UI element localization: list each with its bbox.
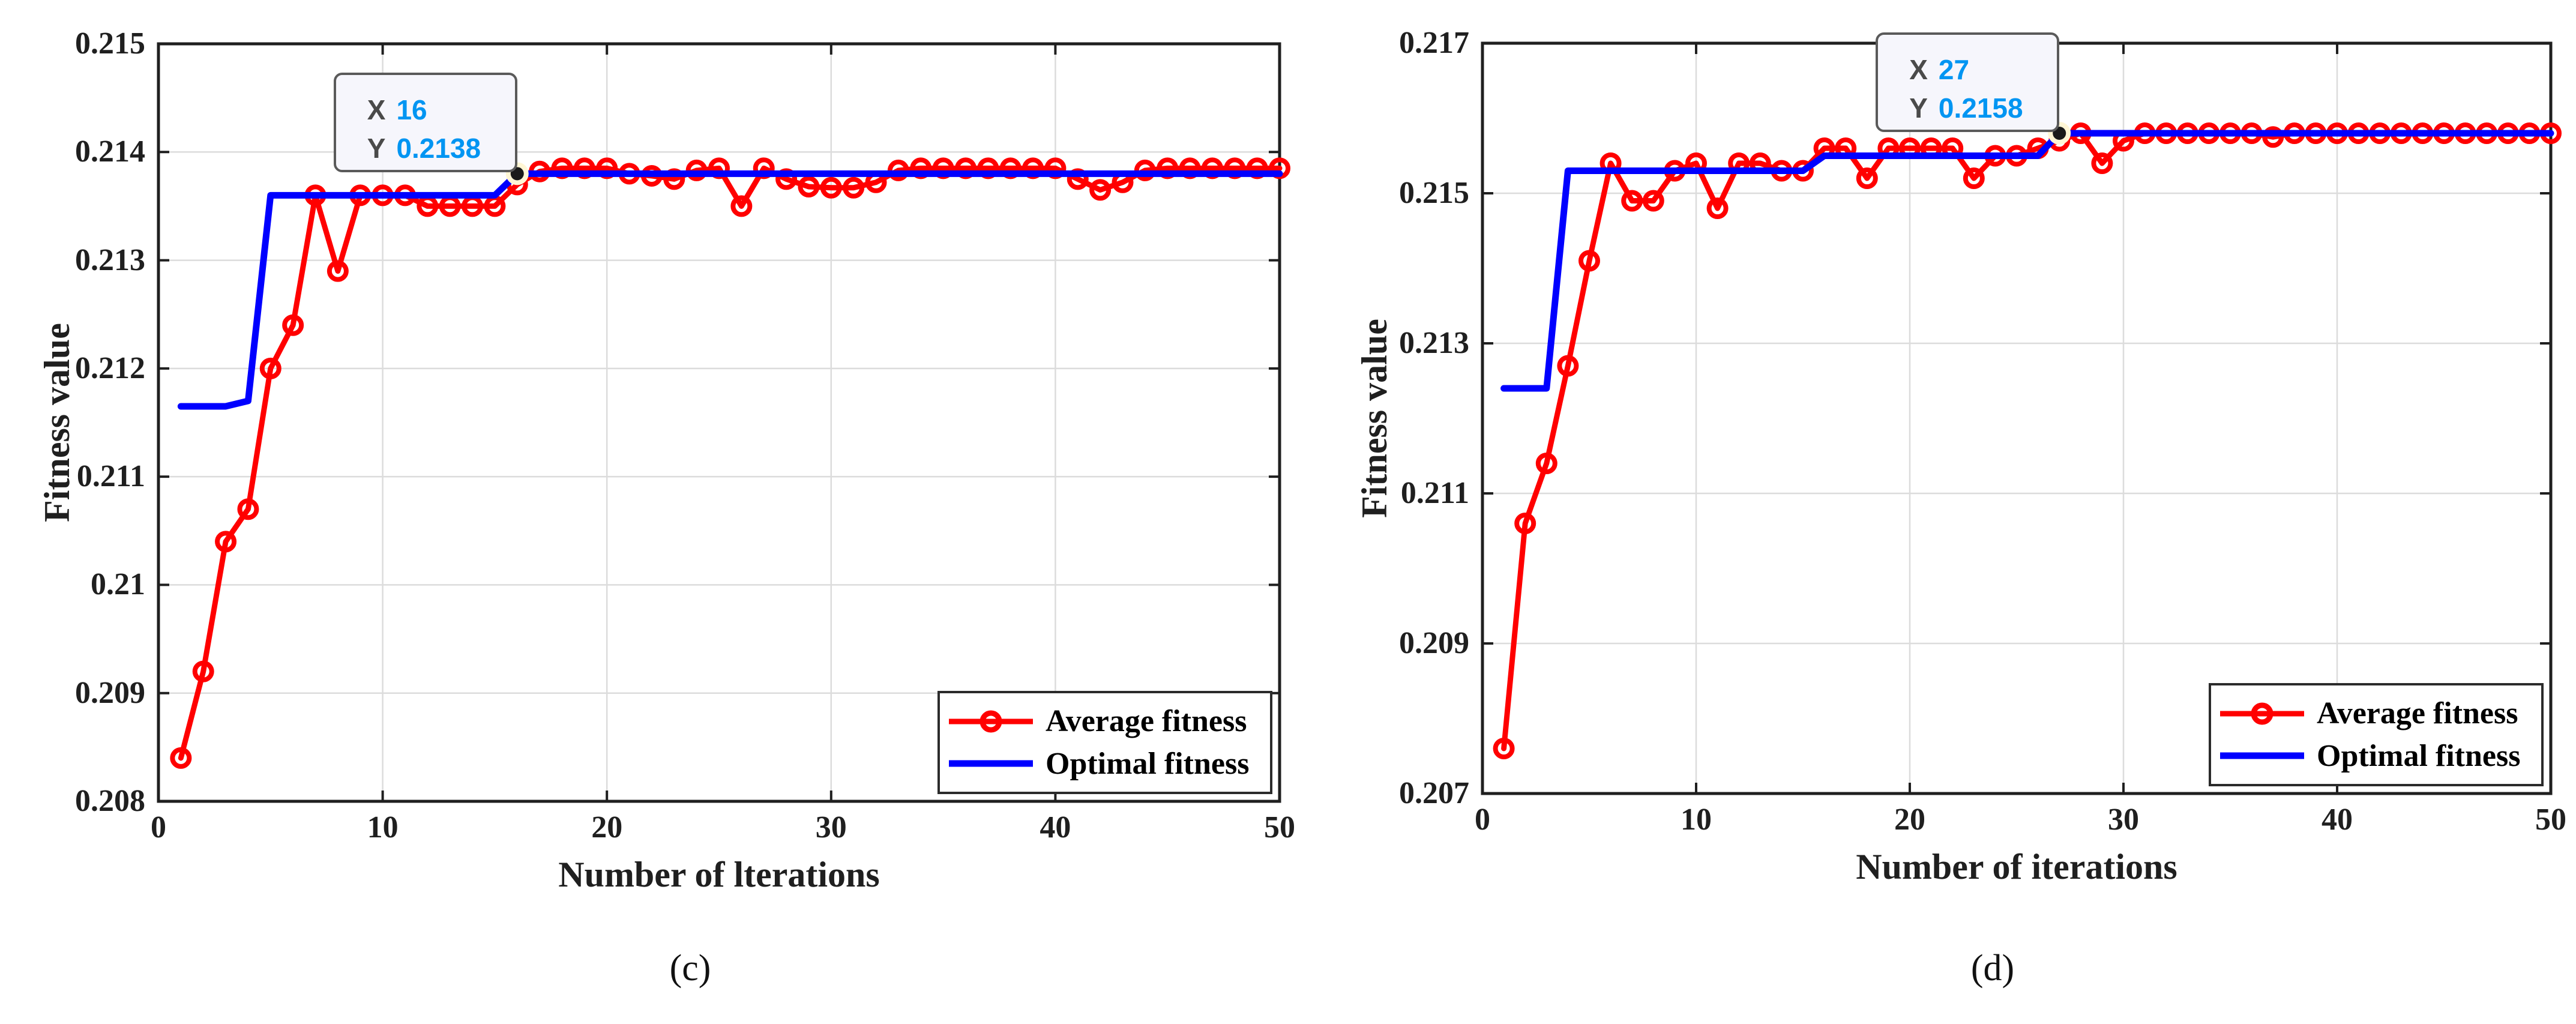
legend-label-optimal: Optimal fitness [1046,746,1250,781]
x-tick-label: 20 [1894,803,1925,837]
average-fitness-marker [1089,179,1112,201]
average-fitness-marker [282,314,304,336]
axis-border [157,42,1281,803]
average-fitness-marker [1535,453,1557,474]
legend-optimal-line-icon [949,760,1033,767]
y-tick-label: 0.217 [1399,26,1469,60]
y-axis-label-d: Fitness value [1355,319,1394,518]
y-tick-label: 0.209 [1399,626,1469,660]
y-tick-label: 0.209 [75,675,145,710]
x-tick-label: 50 [2535,803,2566,837]
x-tick-label: 10 [367,810,399,845]
y-tick-label: 0.21 [91,567,145,602]
x-axis-label-d: Number of iterations [1856,847,2177,887]
average-fitness-line [1501,130,2554,751]
datatip-box-c[interactable]: X 16 Y 0.2138 [333,73,517,173]
legend-average-line-icon [2220,702,2304,725]
average-fitness-marker [820,176,842,199]
subplot-caption-d: (d) [1970,948,2015,989]
average-fitness-marker [1557,355,1579,377]
y-tick-label: 0.215 [1399,176,1469,210]
average-fitness-marker [237,498,259,520]
y-axis-label-c: Fitness value [37,323,77,522]
y-tick-label: 0.213 [1399,326,1469,360]
datatip-y-row: Y 0.2158 [1909,92,2023,124]
legend-optimal-line-icon [2220,752,2304,759]
legend-entry-optimal[interactable]: Optimal fitness [2217,738,2535,774]
average-fitness-marker [798,175,820,197]
legend-label-average: Average fitness [2317,696,2518,731]
x-tick-label: 0 [151,810,166,845]
average-fitness-marker [1963,167,1985,189]
y-tick-label: 0.214 [75,134,145,169]
legend-entry-average[interactable]: Average fitness [946,703,1264,739]
optimal-fitness-line [177,170,1283,410]
datatip-y-row: Y 0.2138 [367,133,481,164]
average-fitness-marker [1642,190,1664,212]
x-tick-label: 40 [2322,803,2353,837]
datatip-x-row: X 27 [1909,54,1970,85]
y-tick-label: 0.207 [1399,776,1469,810]
x-tick-label: 30 [2108,803,2139,837]
x-tick-label: 40 [1040,810,1071,845]
average-fitness-marker [1856,167,1878,189]
y-tick-label: 0.215 [75,26,145,61]
legend-entry-average[interactable]: Average fitness [2217,696,2535,732]
average-fitness-marker [215,531,237,553]
average-fitness-marker [1493,738,1515,759]
average-fitness-marker [730,195,753,217]
average-fitness-line [178,165,1283,761]
average-fitness-marker [1514,513,1536,534]
legend-entry-optimal[interactable]: Optimal fitness [946,745,1264,782]
optimal-fitness-line [1500,130,2554,392]
x-tick-label: 30 [815,810,847,845]
average-fitness-marker [843,176,865,199]
average-fitness-marker [192,660,214,682]
y-tick-label: 0.211 [1400,476,1469,510]
subplot-caption-c: (c) [669,948,711,989]
average-fitness-marker [2262,126,2284,148]
average-fitness-marker [1578,250,1600,272]
datatip-box-d[interactable]: X 27 Y 0.2158 [1876,32,2060,132]
x-tick-label: 50 [1264,810,1295,845]
x-axis-label-c: Number of lterations [558,855,880,894]
average-fitness-marker [1706,197,1729,219]
average-fitness-marker [170,747,192,769]
y-tick-label: 0.211 [76,459,145,494]
datatip-x-row: X 16 [367,94,427,126]
y-tick-label: 0.213 [75,242,145,277]
x-tick-label: 10 [1681,803,1712,837]
x-tick-label: 0 [1475,803,1490,837]
legend-box-c[interactable]: Average fitness Optimal fitness [937,691,1272,794]
average-fitness-marker [259,357,281,379]
legend-label-average: Average fitness [1046,704,1247,739]
legend-label-optimal: Optimal fitness [2317,738,2521,773]
legend-average-line-icon [949,710,1033,733]
x-tick-label: 20 [591,810,623,845]
average-fitness-marker [327,260,349,282]
legend-box-d[interactable]: Average fitness Optimal fitness [2209,683,2544,786]
y-tick-label: 0.212 [75,351,145,385]
average-fitness-marker [2091,152,2113,174]
y-tick-label: 0.208 [75,784,145,818]
average-fitness-marker [1621,190,1643,212]
